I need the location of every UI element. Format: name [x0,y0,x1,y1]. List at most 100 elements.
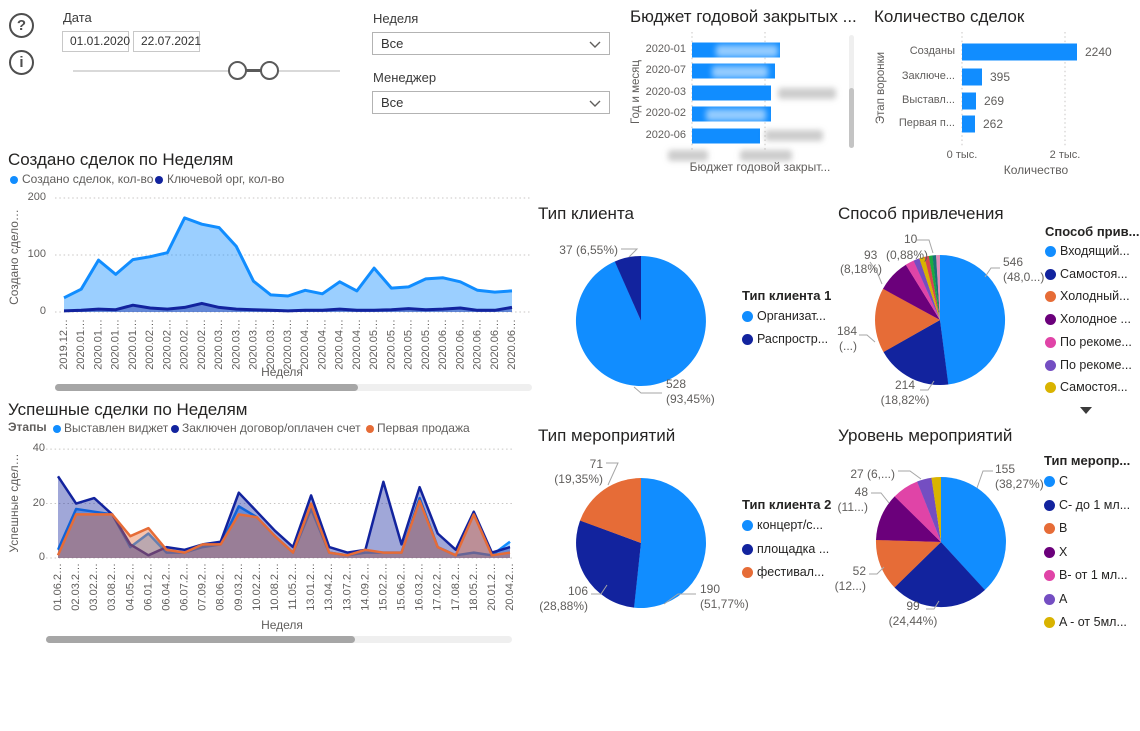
legend-item-label[interactable]: Создано сделок, кол-во [22,172,154,186]
acquisition-slice-9[interactable] [932,255,940,320]
event_type-slice-2[interactable] [580,478,641,543]
legend-item-label[interactable]: По рекоме... [1060,357,1132,372]
legend-item-label[interactable]: Холодное ... [1060,312,1131,327]
acquisition-data-label: 184 (...) [836,324,857,353]
success_by_week-line-series-1[interactable] [56,475,511,557]
legend-item-label[interactable]: C [1059,474,1069,488]
legend-dot [1044,523,1055,534]
legend-item-label[interactable]: A - от 5мл... [1059,615,1127,629]
x-tick-label: 18.05.2… [468,563,480,611]
event_level-slice-6[interactable] [931,476,941,542]
label-callout-line [663,593,696,605]
acquisition-slice-5[interactable] [913,258,940,320]
legend-item-label[interactable]: Ключевой орг, кол-во [167,172,285,186]
acquisition-slice-10[interactable] [936,254,940,320]
acquisition-slice-6[interactable] [919,256,940,320]
legend-dot [1044,593,1055,605]
success_by_week-x-axis-title: Неделя [261,618,303,632]
legend-item-label[interactable]: C- до 1 мл... [1059,497,1131,512]
event_level-data-label: 99 (24,44%) [888,599,938,628]
date-slider-handle-start[interactable] [228,61,247,80]
legend-dot [155,176,163,184]
help-icon[interactable]: ? [9,13,34,38]
event_level-slice-5[interactable] [917,477,941,542]
legend-dot [1044,570,1055,581]
week-filter-dropdown[interactable]: Все [372,32,610,55]
event_type-slice-0[interactable] [633,477,706,608]
legend-item-label[interactable]: концерт/с... [757,518,823,532]
client-type-pie-title: Тип клиента [538,204,634,223]
acquisition-slice-0[interactable] [939,254,1006,385]
acquisition-slice-7[interactable] [924,255,940,320]
info-icon[interactable]: i [9,50,34,75]
acquisition-slice-2[interactable] [875,288,940,353]
legend-item-label[interactable]: X [1059,544,1068,559]
x-tick-label: 06.01.2… [142,563,154,611]
x-tick-label: 2020.06… [489,319,501,370]
event_type-slice-1[interactable] [576,520,641,608]
legend-item-label[interactable]: B [1059,521,1068,535]
date-slider-handle-end[interactable] [260,61,279,80]
budget-chart-scrollbar-thumb[interactable] [849,88,854,148]
label-callout-line [606,462,619,486]
legend-dot [1045,268,1056,280]
manager-filter-dropdown[interactable]: Все [372,91,610,114]
legend-item-label[interactable]: B- от 1 мл... [1059,568,1128,582]
legend-item-label[interactable]: Заключен договор/оплачен счет [182,421,361,435]
deal-counts-bar[interactable] [962,92,976,110]
acquisition-slice-4[interactable] [905,260,940,321]
legend-item-label[interactable]: A [1059,591,1068,606]
budget-y-axis-title: Год и месяц [630,60,642,124]
deal-counts-category-label: Выставл... [902,94,955,106]
budget-bar[interactable] [692,128,760,144]
event_level-slice-4[interactable] [894,481,941,543]
date-end-input[interactable]: 22.07.2021 [133,31,201,52]
manager-filter-label: Менеджер [373,70,437,85]
x-tick-label: 13.01.2… [305,563,317,611]
event_level-slice-0[interactable] [940,476,1006,591]
event_level-slice-2[interactable] [875,539,941,588]
acquisition-legend-title: Способ прив... [1045,224,1140,239]
acquisition-data-label: 93 [864,248,878,262]
success-deals-scrollbar-thumb[interactable] [46,636,355,643]
event_level-slice-3[interactable] [876,496,941,542]
info-icon-glyph: i [19,54,24,71]
created-deals-scrollbar-thumb[interactable] [55,384,358,391]
client_type-slice-0[interactable] [575,255,706,386]
legend-item-label[interactable]: По рекоме... [1060,334,1132,349]
legend-item-label[interactable]: фестивал... [757,565,825,579]
budget-category-label: 2020-01 [645,43,686,55]
x-tick-label: 2020.05… [403,319,415,370]
created_by_week-line-series-1[interactable] [63,301,513,313]
legend-item-label[interactable]: площадка ... [757,541,830,556]
client_type-slice-1[interactable] [614,256,641,321]
redacted-axis-label [668,150,708,161]
success_by_week-area-series-1[interactable] [58,476,510,558]
acquisition-slice-1[interactable] [883,320,949,386]
x-tick-label: 2020.02… [179,319,191,370]
legend-item-label[interactable]: Выставлен виджет [64,421,169,435]
legend-overflow-chevron-icon[interactable] [1080,406,1092,414]
redacted-value [778,88,836,99]
date-start-input[interactable]: 01.01.2020 [62,31,130,52]
legend-item-label[interactable]: Самостоя... [1060,266,1128,281]
date-slider-active-range[interactable] [237,69,269,72]
acquisition-data-label: 546 (48,0...) [1003,255,1045,284]
acquisition-slice-3[interactable] [883,264,940,320]
success_by_week-line-series-2[interactable] [56,499,511,557]
created_by_week-line-series-0[interactable] [63,216,513,300]
legend-item-label[interactable]: Распростр... [757,332,829,346]
legend-item-label[interactable]: Организат... [757,309,826,323]
deal-counts-bar[interactable] [962,43,1077,61]
legend-item-label[interactable]: Самостоя... [1060,380,1128,395]
legend-item-label[interactable]: Холодный... [1060,289,1130,304]
date-slider-track[interactable] [73,70,340,72]
legend-item-label[interactable]: Входящий... [1060,244,1130,258]
legend-item-label[interactable]: Первая продажа [377,421,470,435]
budget-category-label: 2020-02 [645,107,686,119]
deal-counts-bar[interactable] [962,68,982,86]
acquisition-slice-8[interactable] [928,255,940,320]
budget-bar[interactable] [692,85,771,101]
deal-counts-bar[interactable] [962,115,975,133]
event_level-slice-1[interactable] [894,542,985,608]
